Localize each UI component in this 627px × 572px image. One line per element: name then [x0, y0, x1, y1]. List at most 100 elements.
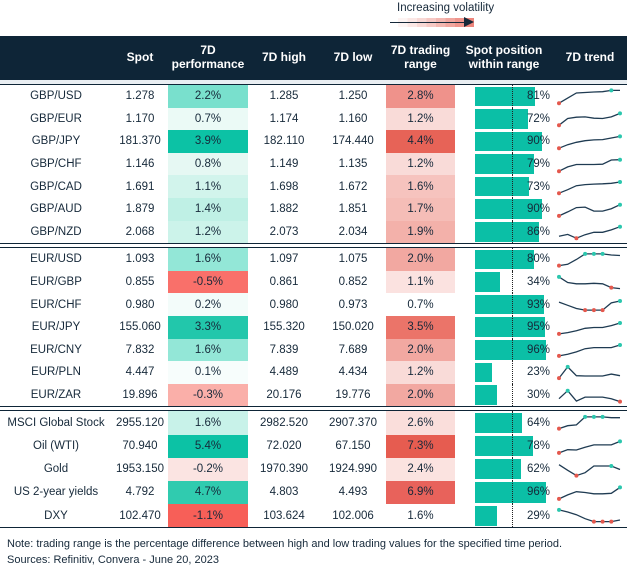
table-row: EUR/USD 1.093 1.6% 1.097 1.075 2.0% 80% — [0, 248, 627, 271]
min-marker-dot — [600, 519, 605, 524]
arrow-head-icon — [464, 17, 474, 27]
low-value: 1.851 — [338, 203, 368, 216]
high-value: 103.624 — [263, 509, 305, 522]
sparkline-7d-trend — [558, 225, 622, 241]
spot-value: 70.940 — [122, 440, 158, 453]
sparkline-7d-trend — [557, 202, 622, 218]
low-value: 1.075 — [338, 253, 368, 266]
spot-position-label: 90% — [526, 203, 550, 216]
sparkline-path — [558, 253, 621, 267]
sparkline-path — [558, 181, 621, 194]
spot-position-cell: 62% — [455, 457, 553, 481]
instrument-label: Gold — [43, 463, 69, 476]
sparkline-path — [558, 158, 621, 172]
spot-value: 1.170 — [125, 112, 155, 125]
high-value: 1.174 — [269, 112, 299, 125]
spot-position-bar — [475, 412, 523, 433]
spot-value: 1.691 — [125, 180, 155, 193]
min-marker-dot — [600, 308, 605, 313]
range-midpoint-line — [512, 480, 513, 505]
note-sources: Sources: Refinitiv, Convera - June 20, 2… — [7, 553, 219, 566]
max-marker-dot — [609, 463, 614, 468]
header-7d-trading-range: 7D trading range — [390, 43, 451, 71]
trend-cell — [553, 153, 627, 176]
high-value: 7.839 — [269, 343, 299, 356]
min-marker-dot — [557, 427, 561, 432]
trend-cell — [553, 504, 627, 527]
high-value: 1.882 — [269, 203, 299, 216]
range-midpoint-line — [512, 107, 513, 131]
spot-position-label: 30% — [526, 389, 550, 402]
max-marker-dot — [600, 251, 605, 256]
spot-value: 1.146 — [125, 158, 155, 171]
header-7d-high: 7D high — [262, 50, 306, 65]
min-marker-dot — [557, 123, 561, 128]
performance-cell: 1.6% — [168, 248, 248, 271]
performance-cell: 0.7% — [168, 107, 248, 131]
range-midpoint-line — [512, 175, 513, 198]
sparkline-path — [558, 486, 621, 500]
high-value: 4.803 — [269, 486, 299, 499]
header-7d-low: 7D low — [333, 50, 373, 65]
spot-position-cell: 73% — [455, 175, 553, 198]
trend-cell — [553, 108, 627, 131]
spot-position-cell: 81% — [455, 85, 553, 108]
spot-value: 1.278 — [125, 90, 155, 103]
spot-position-bar — [475, 459, 521, 480]
spot-position-bar — [475, 199, 542, 220]
instrument-label: Oil (WTI) — [33, 440, 79, 453]
performance-cell: 1.6% — [168, 338, 248, 362]
spot-position-cell: 64% — [455, 411, 553, 435]
trading-range-cell: 2.4% — [386, 457, 455, 481]
table-row: US 2-year yields 4.792 4.7% 4.803 4.493 6.9% 9… — [0, 480, 627, 505]
sparkline-7d-trend — [558, 463, 621, 478]
instrument-label: GBP/USD — [30, 90, 82, 103]
trend-cell — [553, 248, 627, 271]
trend-cell — [553, 221, 627, 244]
table-row: EUR/JPY 155.060 3.3% 155.320 150.020 3.5% 95% — [0, 315, 627, 339]
table-row: EUR/PLN 4.447 0.1% 4.489 4.434 1.2% 23% — [0, 361, 627, 384]
table-row: GBP/AUD 1.879 1.4% 1.882 1.851 1.7% 90% — [0, 197, 627, 221]
spot-position-label: 96% — [526, 486, 550, 499]
volatility-gradient-arrow — [390, 17, 482, 27]
low-value: 7.689 — [338, 343, 368, 356]
trend-cell — [553, 293, 627, 316]
sparkline-path — [558, 322, 621, 335]
spot-value: 2.068 — [125, 225, 155, 238]
trend-cell — [553, 458, 627, 481]
sparkline-path — [558, 135, 621, 149]
instrument-label: GBP/EUR — [30, 112, 82, 125]
spot-position-bar — [475, 109, 529, 129]
spot-position-label: 80% — [526, 253, 550, 266]
spot-position-bar — [475, 86, 535, 107]
spot-value: 0.855 — [125, 276, 155, 289]
sparkline-path — [558, 440, 621, 454]
high-value: 1.097 — [269, 253, 299, 266]
min-marker-dot — [557, 168, 561, 173]
low-value: 0.973 — [338, 298, 368, 311]
spot-position-bar — [475, 131, 542, 152]
sparkline-path — [558, 416, 620, 430]
trend-cell — [553, 481, 627, 504]
low-value: 4.493 — [338, 486, 368, 499]
spot-position-cell: 23% — [455, 361, 553, 384]
spot-position-cell: 95% — [455, 315, 553, 339]
max-marker-dot — [600, 415, 605, 420]
spot-value: 1953.150 — [116, 463, 164, 476]
performance-cell: 1.6% — [168, 411, 248, 435]
spot-position-bar — [475, 436, 533, 457]
range-midpoint-line — [512, 504, 513, 528]
group-gbp-pairs: GBP/USD 1.278 2.2% 1.285 1.250 2.8% 81% GBP/EUR… — [0, 84, 627, 245]
min-marker-dot — [557, 331, 561, 336]
trend-cell — [553, 435, 627, 458]
range-midpoint-line — [512, 383, 513, 407]
min-marker-dot — [583, 308, 588, 313]
spot-position-bar — [475, 362, 492, 383]
min-marker-dot — [574, 473, 579, 478]
sparkline-7d-trend — [557, 251, 621, 268]
low-value: 0.852 — [338, 276, 368, 289]
spot-position-bar — [475, 317, 546, 338]
spot-position-cell: 90% — [455, 130, 553, 153]
range-midpoint-line — [512, 152, 513, 176]
spot-position-cell: 72% — [455, 107, 553, 131]
